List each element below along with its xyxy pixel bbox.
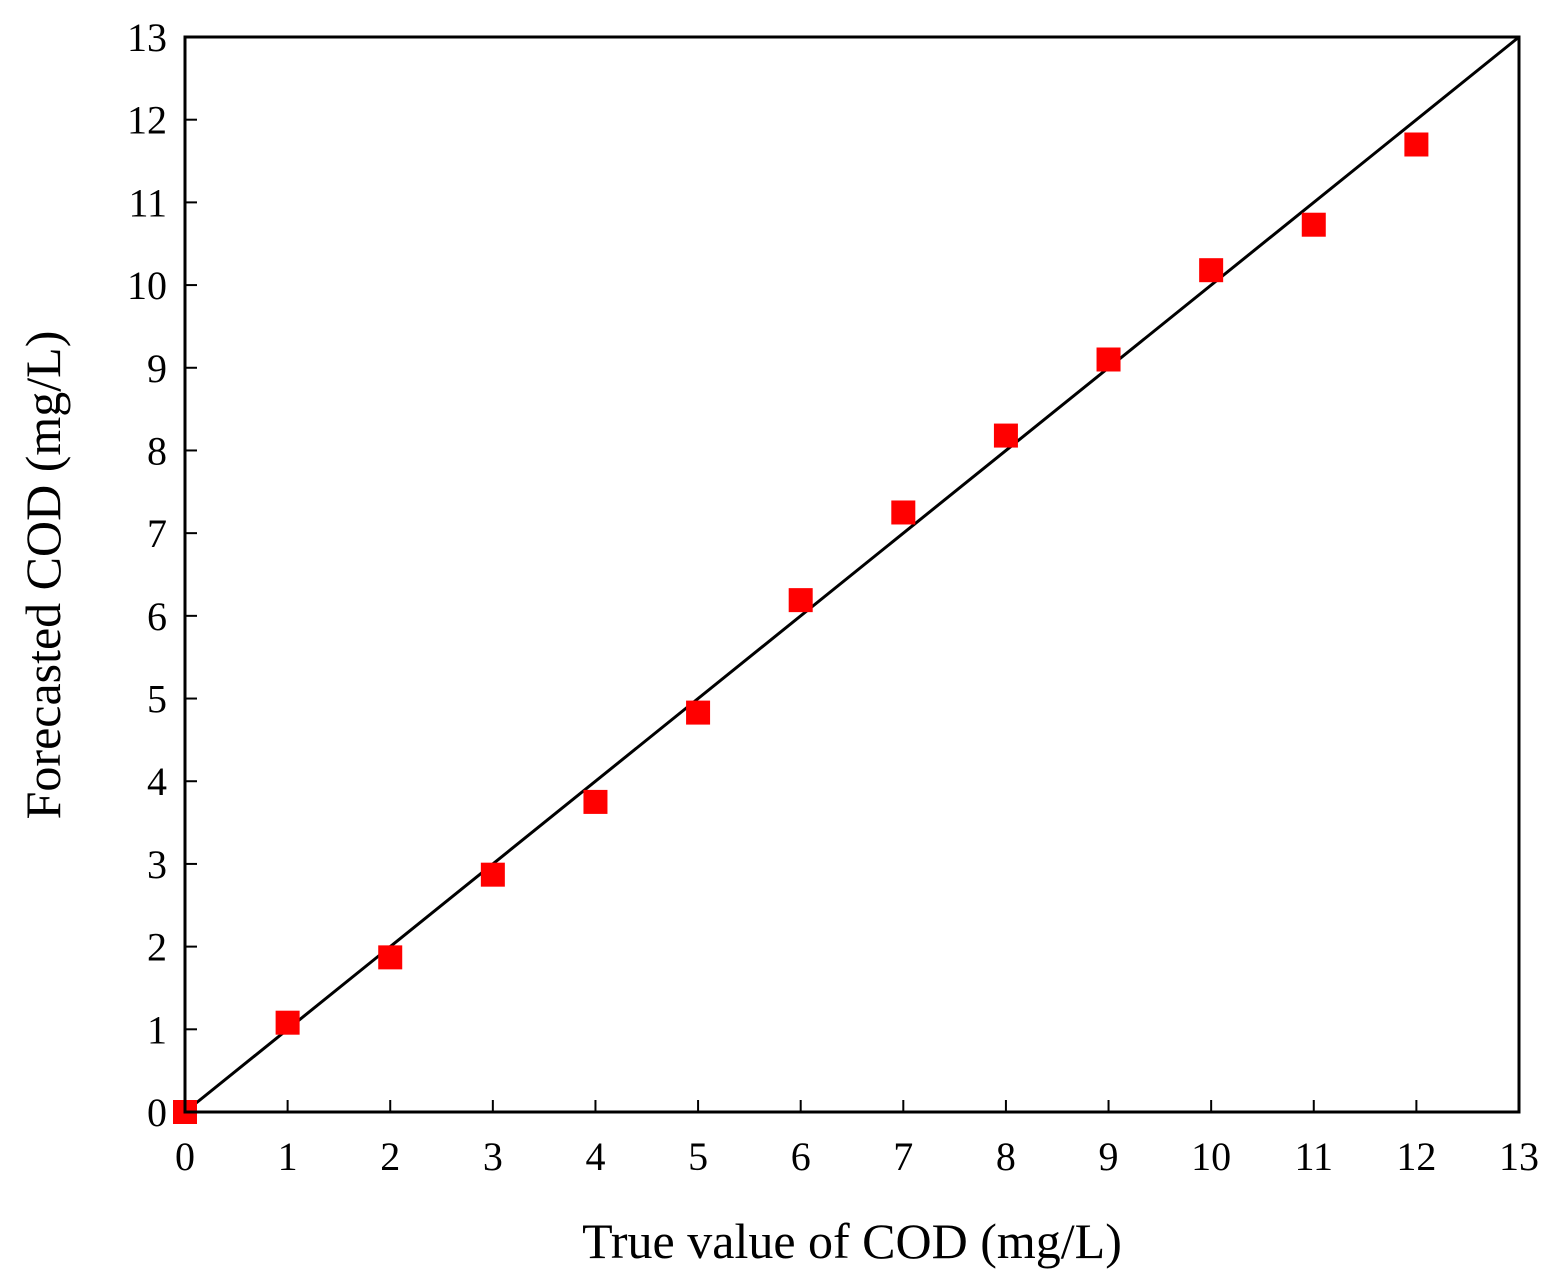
data-point xyxy=(993,423,1018,448)
reference-line xyxy=(184,35,1520,1114)
y-tick-label: 5 xyxy=(147,677,167,722)
y-tick-label: 0 xyxy=(147,1090,167,1135)
y-tick-label: 7 xyxy=(147,511,167,556)
data-point xyxy=(686,700,711,725)
data-point xyxy=(378,945,403,970)
x-axis-ticks: 0 1 2 3 4 5 6 7 8 9 10 11 12 13 xyxy=(175,1100,1539,1179)
y-tick-label: 8 xyxy=(147,428,167,473)
data-point xyxy=(1096,347,1121,372)
y-tick-label: 9 xyxy=(147,346,167,391)
x-tick-label: 2 xyxy=(380,1134,400,1179)
x-tick-label: 4 xyxy=(585,1134,605,1179)
x-tick-label: 6 xyxy=(791,1134,811,1179)
y-tick-label: 2 xyxy=(147,925,167,970)
data-point xyxy=(275,1010,300,1035)
x-tick-label: 1 xyxy=(278,1134,298,1179)
y-tick-label: 6 xyxy=(147,594,167,639)
y-tick-label: 1 xyxy=(147,1007,167,1052)
x-tick-label: 7 xyxy=(893,1134,913,1179)
y-tick-label: 12 xyxy=(127,98,167,143)
y-tick-label: 10 xyxy=(127,263,167,308)
reference-line-layer xyxy=(184,35,1520,1114)
data-points xyxy=(173,132,1429,1124)
x-tick-label: 11 xyxy=(1295,1134,1334,1179)
x-tick-label: 8 xyxy=(996,1134,1016,1179)
data-point xyxy=(891,500,916,525)
plot-frame xyxy=(183,35,1521,1114)
y-tick-label: 13 xyxy=(127,15,167,60)
data-point xyxy=(480,862,505,887)
y-tick-label: 4 xyxy=(147,759,167,804)
x-tick-label: 5 xyxy=(688,1134,708,1179)
data-point xyxy=(583,789,608,814)
data-point xyxy=(1301,212,1326,237)
data-point xyxy=(1404,132,1429,157)
x-tick-label: 12 xyxy=(1396,1134,1436,1179)
x-tick-label: 13 xyxy=(1499,1134,1539,1179)
x-axis-title: True value of COD (mg/L) xyxy=(582,1213,1122,1269)
x-tick-label: 9 xyxy=(1099,1134,1119,1179)
y-tick-label: 3 xyxy=(147,842,167,887)
x-tick-label: 3 xyxy=(483,1134,503,1179)
y-axis-title: Forecasted COD (mg/L) xyxy=(15,331,71,820)
x-tick-label: 0 xyxy=(175,1134,195,1179)
data-point xyxy=(1199,258,1224,283)
y-tick-label: 11 xyxy=(128,180,167,225)
data-point xyxy=(788,588,813,613)
x-tick-label: 10 xyxy=(1191,1134,1231,1179)
